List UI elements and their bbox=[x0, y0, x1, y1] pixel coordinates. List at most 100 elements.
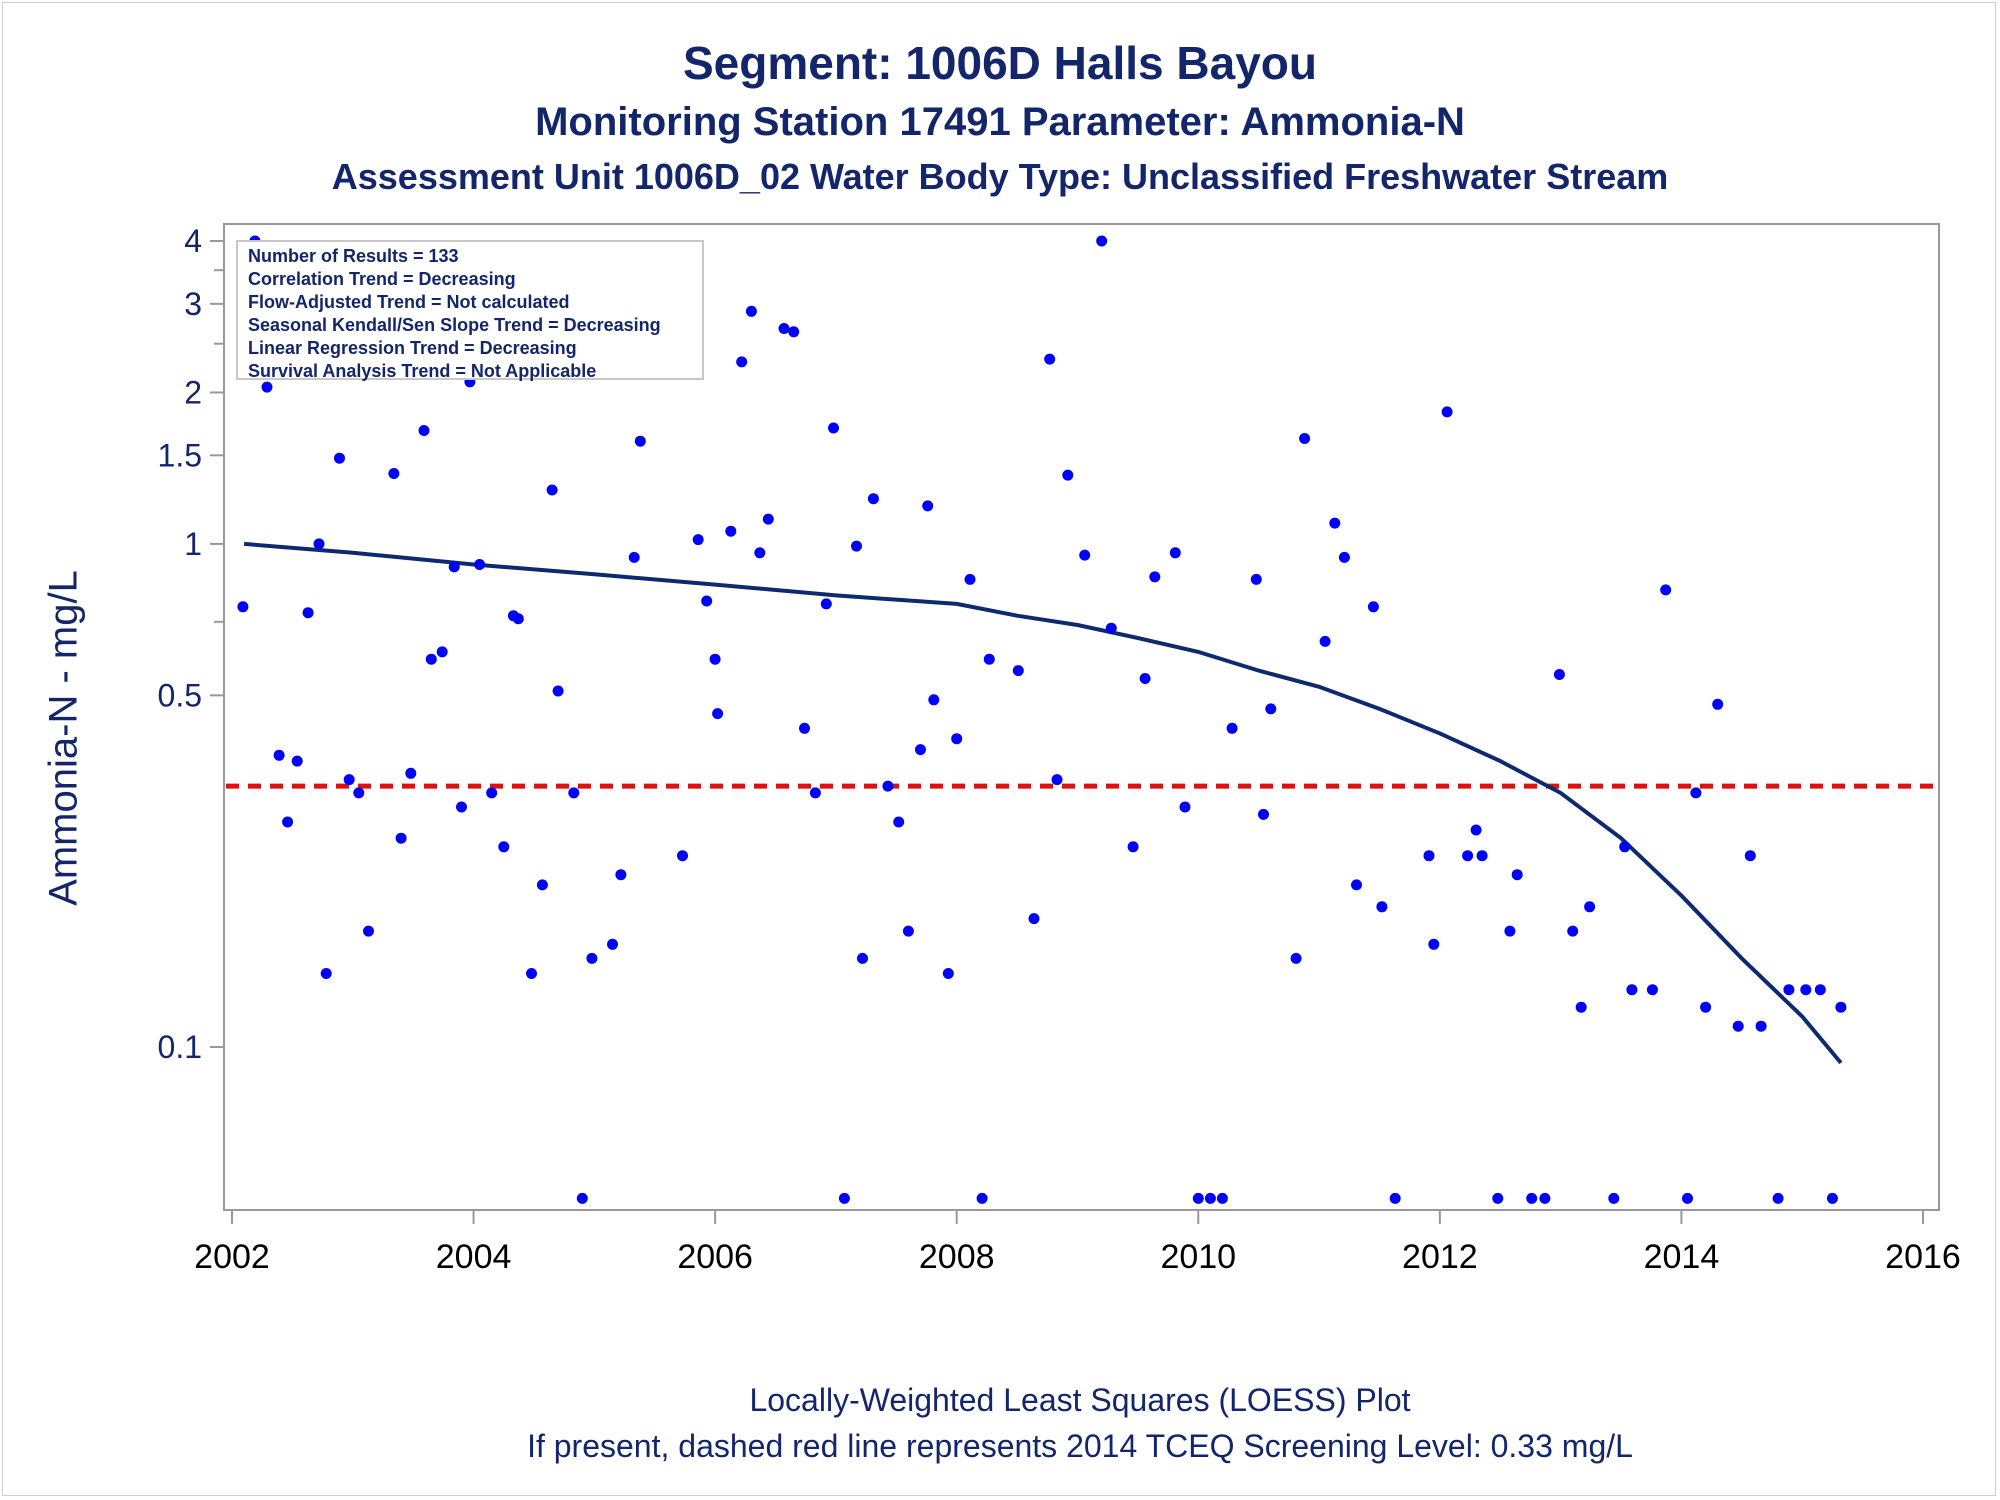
data-point bbox=[1028, 913, 1040, 925]
data-point bbox=[692, 534, 704, 546]
data-point bbox=[576, 1192, 588, 1204]
x-tick-label: 2002 bbox=[194, 1238, 270, 1276]
data-point bbox=[273, 749, 285, 761]
data-point bbox=[1682, 1192, 1693, 1204]
data-point bbox=[1462, 850, 1474, 862]
y-tick-label: 2 bbox=[184, 374, 202, 410]
data-point bbox=[893, 816, 905, 828]
data-point bbox=[607, 938, 618, 950]
data-point bbox=[712, 708, 724, 720]
data-point bbox=[1428, 938, 1440, 950]
data-point bbox=[1441, 406, 1453, 418]
data-point bbox=[1492, 1192, 1504, 1204]
data-point bbox=[1772, 1192, 1784, 1204]
y-tick-label: 0.5 bbox=[158, 677, 202, 713]
data-point bbox=[851, 540, 862, 552]
data-point bbox=[1646, 984, 1658, 996]
data-point bbox=[363, 925, 374, 937]
data-point bbox=[237, 601, 249, 613]
data-point bbox=[512, 613, 524, 625]
data-point bbox=[436, 646, 448, 658]
data-point bbox=[1511, 869, 1523, 881]
x-axis: 2002 2004 2006 2008 2010 2012 2014 2016 bbox=[194, 1210, 1961, 1276]
data-point bbox=[552, 685, 564, 697]
data-point bbox=[343, 774, 355, 786]
data-point bbox=[709, 653, 721, 665]
data-point bbox=[1192, 1192, 1204, 1204]
footnote-screening: If present, dashed red line represents 2… bbox=[527, 1428, 1633, 1464]
data-point bbox=[526, 968, 537, 979]
data-point bbox=[1351, 879, 1362, 891]
legend-line: Seasonal Kendall/Sen Slope Trend = Decre… bbox=[248, 315, 661, 335]
data-point bbox=[302, 607, 314, 619]
data-point bbox=[1216, 1192, 1228, 1204]
data-point bbox=[809, 787, 821, 799]
data-point bbox=[1149, 571, 1161, 583]
data-point bbox=[677, 850, 688, 862]
x-tick-label: 2010 bbox=[1160, 1238, 1236, 1276]
data-point bbox=[1179, 801, 1191, 813]
data-point bbox=[1329, 517, 1341, 529]
data-point bbox=[1389, 1192, 1401, 1204]
data-point bbox=[1619, 841, 1631, 853]
data-point bbox=[1553, 669, 1565, 680]
chart-title: Segment: 1006D Halls Bayou bbox=[682, 37, 1317, 89]
data-point bbox=[1835, 1001, 1847, 1013]
data-point bbox=[634, 435, 646, 447]
data-point bbox=[1044, 353, 1056, 365]
y-tick-label: 1 bbox=[184, 526, 202, 562]
data-point bbox=[1476, 850, 1488, 862]
legend-line: Linear Regression Trend = Decreasing bbox=[248, 338, 577, 358]
data-point bbox=[922, 500, 934, 512]
data-point bbox=[1567, 925, 1579, 937]
data-point bbox=[857, 952, 868, 964]
data-point bbox=[486, 787, 498, 799]
data-point bbox=[1012, 665, 1024, 677]
data-point bbox=[1299, 433, 1311, 444]
data-point bbox=[615, 869, 627, 881]
data-point bbox=[1062, 469, 1074, 481]
data-point bbox=[1626, 984, 1638, 996]
x-tick-label: 2008 bbox=[919, 1238, 995, 1276]
data-point bbox=[546, 484, 558, 496]
data-point bbox=[320, 968, 332, 979]
data-point bbox=[1755, 1020, 1767, 1032]
y-tick-label: 4 bbox=[184, 223, 202, 259]
data-point bbox=[754, 547, 766, 559]
data-point bbox=[1250, 573, 1262, 585]
data-point bbox=[778, 323, 790, 334]
data-point bbox=[788, 326, 800, 338]
data-point bbox=[1105, 622, 1117, 634]
y-tick-label: 0.1 bbox=[158, 1029, 202, 1065]
data-point bbox=[725, 525, 737, 537]
data-point bbox=[983, 653, 995, 665]
data-point bbox=[1265, 703, 1277, 715]
data-point bbox=[474, 559, 486, 570]
data-point bbox=[1575, 1001, 1587, 1013]
data-point bbox=[1470, 824, 1482, 836]
x-tick-label: 2016 bbox=[1885, 1238, 1961, 1276]
data-point bbox=[1660, 584, 1672, 596]
data-point bbox=[1226, 722, 1238, 734]
data-point bbox=[867, 493, 879, 505]
data-point bbox=[928, 694, 940, 706]
y-tick-label: 1.5 bbox=[158, 437, 202, 473]
data-point bbox=[1290, 952, 1302, 964]
data-point bbox=[568, 787, 580, 799]
footnote-loess: Locally-Weighted Least Squares (LOESS) P… bbox=[749, 1382, 1411, 1418]
data-point bbox=[334, 452, 345, 464]
data-point bbox=[1732, 1020, 1744, 1032]
data-point bbox=[1826, 1192, 1838, 1204]
chart-subtitle-station: Monitoring Station 17491 Parameter: Ammo… bbox=[535, 100, 1465, 144]
data-point bbox=[902, 925, 914, 937]
legend-line: Number of Results = 133 bbox=[248, 246, 459, 266]
data-point bbox=[353, 787, 365, 799]
x-tick-label: 2004 bbox=[436, 1238, 512, 1276]
trend-summary-box: Number of Results = 133 Correlation Tren… bbox=[236, 240, 704, 381]
data-point bbox=[838, 1192, 850, 1204]
data-point bbox=[456, 801, 467, 813]
data-point bbox=[1423, 850, 1435, 862]
legend-line: Correlation Trend = Decreasing bbox=[248, 269, 516, 289]
data-point bbox=[745, 305, 757, 317]
